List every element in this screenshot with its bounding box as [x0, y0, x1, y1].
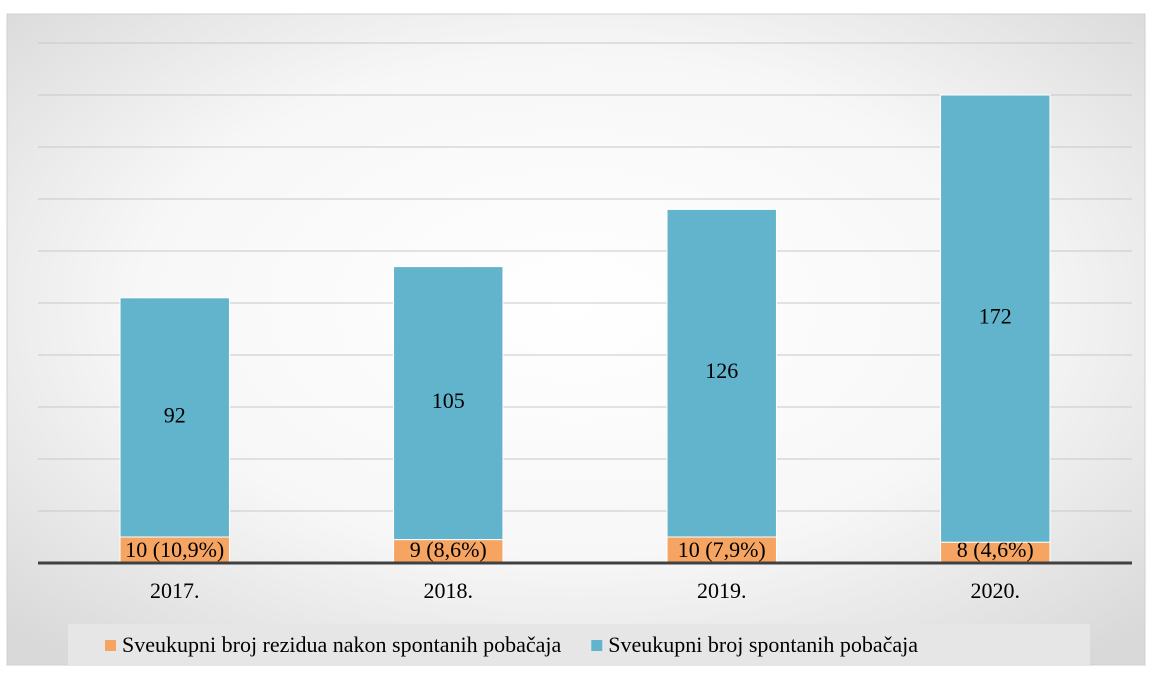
- x-tick-label: 2017.: [150, 578, 200, 603]
- data-label: 172: [979, 304, 1012, 329]
- data-label: 10 (7,9%): [678, 537, 766, 562]
- bar-segment: [119, 536, 230, 564]
- data-label: 92: [164, 402, 186, 427]
- legend-swatch: [591, 640, 603, 651]
- data-label: 10 (10,9%): [125, 537, 224, 562]
- bar-segment: [393, 266, 504, 541]
- x-tick-label: 2019.: [697, 578, 747, 603]
- bar-segment: [666, 536, 777, 564]
- data-label: 9 (8,6%): [410, 537, 487, 562]
- x-tick-label: 2018.: [424, 578, 474, 603]
- legend-label: Sveukupni broj rezidua nakon spontanih p…: [122, 632, 562, 657]
- bar-segment: [119, 297, 230, 538]
- bar-segment: [940, 94, 1051, 543]
- legend-label: Sveukupni broj spontanih pobačaja: [608, 632, 918, 657]
- data-label: 126: [705, 358, 738, 383]
- x-tick-label: 2020.: [971, 578, 1021, 603]
- bar-segment: [666, 208, 777, 538]
- legend-swatch: [105, 640, 116, 651]
- legend-background: [68, 624, 1090, 666]
- data-label: 105: [432, 388, 465, 413]
